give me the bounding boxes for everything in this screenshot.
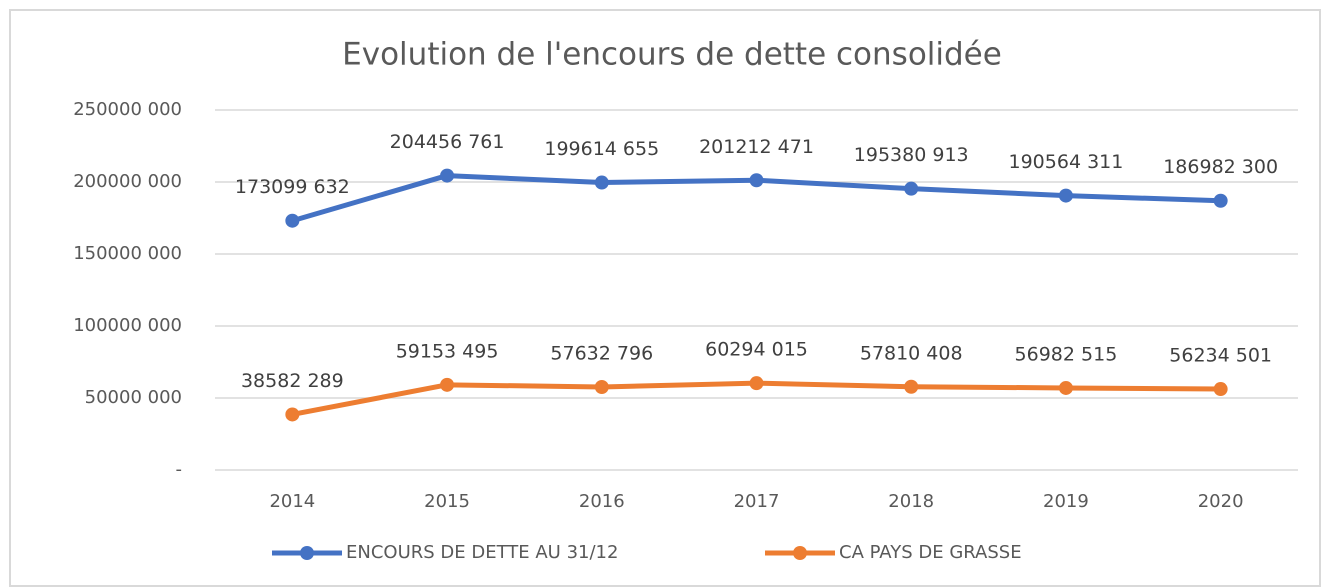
data-point	[440, 377, 455, 392]
y-tick-label: 250000 000	[73, 99, 182, 120]
data-label: 173099 632	[235, 176, 350, 198]
chart-title: Evolution de l'encours de dette consolid…	[342, 37, 1002, 73]
x-tick-label: 2020	[1198, 491, 1244, 512]
legend-label: ENCOURS DE DETTE AU 31/12	[346, 542, 618, 563]
data-point	[1058, 380, 1073, 395]
y-tick-label: 200000 000	[73, 171, 182, 192]
data-point	[594, 175, 609, 190]
data-label: 38582 289	[241, 370, 344, 392]
data-point	[749, 173, 764, 188]
y-tick-label: 100000 000	[73, 315, 182, 336]
data-point	[1213, 382, 1228, 397]
data-label: 59153 495	[396, 340, 499, 362]
data-point	[749, 376, 764, 391]
chart-frame	[9, 9, 1321, 587]
legend-marker	[300, 546, 314, 560]
data-label: 199614 655	[544, 138, 659, 160]
data-point	[594, 380, 609, 395]
data-point	[440, 168, 455, 183]
data-point	[1058, 188, 1073, 203]
data-point	[285, 213, 300, 228]
data-label: 60294 015	[705, 339, 808, 361]
data-point	[1213, 193, 1228, 208]
data-point	[904, 181, 919, 196]
x-tick-label: 2017	[734, 491, 780, 512]
legend-label: CA PAYS DE GRASSE	[839, 542, 1022, 563]
data-label: 190564 311	[1009, 151, 1124, 173]
data-label: 57632 796	[550, 343, 653, 365]
x-tick-label: 2019	[1043, 491, 1089, 512]
data-label: 201212 471	[699, 136, 814, 158]
x-tick-label: 2015	[424, 491, 470, 512]
data-label: 56982 515	[1015, 343, 1118, 365]
legend-marker	[793, 546, 807, 560]
y-tick-label: -	[176, 459, 183, 480]
data-point	[904, 379, 919, 394]
data-label: 195380 913	[854, 144, 969, 166]
data-point	[285, 407, 300, 422]
data-label: 57810 408	[860, 342, 963, 364]
y-tick-label: 50000 000	[85, 387, 182, 408]
data-label: 56234 501	[1169, 345, 1272, 367]
y-tick-label: 150000 000	[73, 243, 182, 264]
x-tick-label: 2014	[269, 491, 315, 512]
data-label: 186982 300	[1163, 156, 1278, 178]
x-tick-label: 2018	[888, 491, 934, 512]
data-label: 204456 761	[390, 131, 505, 153]
x-tick-label: 2016	[579, 491, 625, 512]
